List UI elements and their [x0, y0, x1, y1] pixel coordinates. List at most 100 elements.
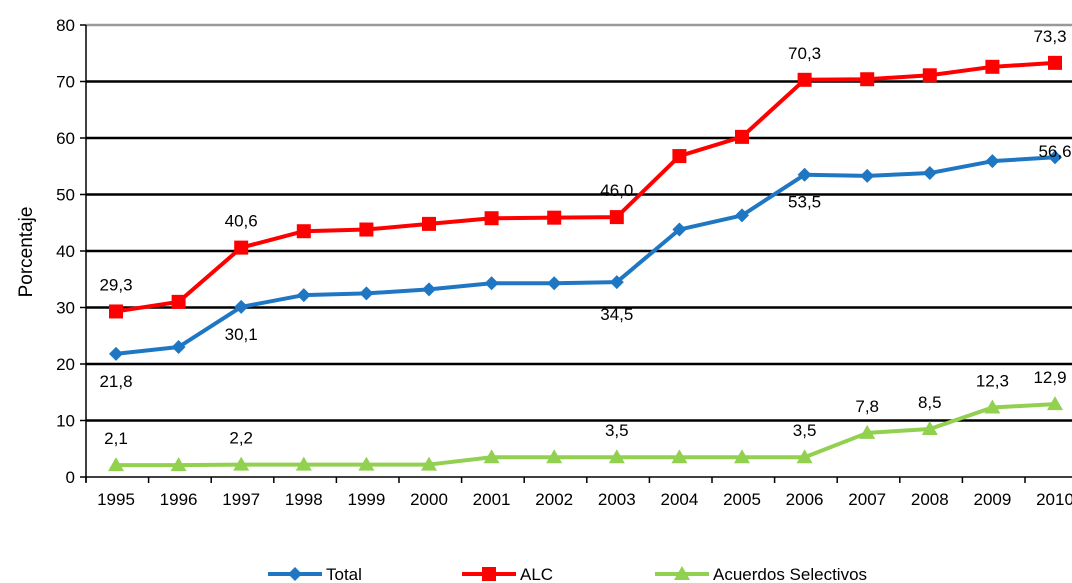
data-point-alc [1048, 55, 1062, 70]
data-point-total [547, 276, 562, 291]
x-tick-label: 2008 [911, 490, 949, 509]
x-tick-label: 2004 [660, 490, 698, 509]
x-tick-label: 2001 [473, 490, 511, 509]
data-label-layer: 21,8 30,1 34,5 53,5 56,6 29,3 40,6 46,0 70,3 73,3… [99, 27, 1071, 448]
data-point-total [797, 167, 812, 182]
y-tick-label: 40 [56, 242, 75, 261]
series-line-acuerdos-selectivos [116, 402, 1056, 468]
data-point-alc [860, 72, 875, 87]
data-label-acuerdos-selectivos: 12,9 [1033, 368, 1066, 387]
data-label-total: 53,5 [788, 193, 821, 212]
data-point-alc [484, 211, 499, 226]
data-point-alc [797, 72, 812, 87]
data-label-acuerdos-selectivos: 2,2 [229, 429, 253, 448]
data-point-alc [422, 216, 436, 231]
data-point-total [171, 340, 186, 355]
data-point-acuerdos-selectivos [108, 457, 124, 472]
data-point-acuerdos-selectivos [421, 456, 437, 471]
data-label-total: 34,5 [600, 305, 633, 324]
data-point-acuerdos-selectivos [921, 420, 938, 435]
data-point-acuerdos-selectivos [233, 456, 250, 471]
x-tick-label: 1995 [97, 490, 135, 509]
data-point-total [672, 222, 687, 237]
x-tick-label: 2006 [786, 490, 824, 509]
data-point-total [484, 276, 499, 291]
x-tick-label: 1998 [285, 490, 323, 509]
x-tick-label: 2000 [410, 490, 448, 509]
data-point-acuerdos-selectivos [170, 457, 187, 472]
data-label-acuerdos-selectivos: 12,3 [976, 372, 1009, 391]
data-point-alc [735, 129, 749, 144]
data-point-total [922, 166, 937, 181]
data-label-acuerdos-selectivos: 3,5 [605, 421, 629, 440]
x-tick-label: 1999 [347, 490, 385, 509]
data-label-total: 56,6 [1038, 142, 1071, 161]
data-label-alc: 29,3 [99, 275, 132, 294]
axis-layer: 0 10 20 30 40 50 60 70 80 1995 1996 1997 1998 1999 200… [56, 16, 1072, 509]
data-point-acuerdos-selectivos [295, 456, 312, 471]
data-point-acuerdos-selectivos [984, 399, 1001, 414]
x-tick-label: 2010 [1036, 490, 1072, 509]
data-point-total [985, 154, 1000, 169]
y-tick-label: 10 [56, 412, 75, 431]
data-point-total [1048, 150, 1062, 165]
data-label-total: 21,8 [99, 372, 132, 391]
y-axis-title: Porcentaje [16, 207, 37, 298]
x-tick-label: 2007 [848, 490, 886, 509]
legend: Total ALC Acuerdos Selectivos [268, 565, 867, 583]
data-point-total [609, 275, 624, 290]
data-point-alc [359, 222, 374, 237]
legend-marker-alc [482, 567, 496, 581]
x-tick-label: 1996 [160, 490, 198, 509]
y-tick-label: 50 [56, 186, 75, 205]
data-point-total [359, 286, 374, 301]
x-tick-label: 2002 [535, 490, 573, 509]
data-point-acuerdos-selectivos [546, 449, 563, 464]
data-point-total [234, 299, 249, 314]
series-layer [108, 55, 1063, 472]
data-point-alc [922, 68, 937, 83]
data-point-acuerdos-selectivos [796, 449, 813, 464]
y-tick-label: 20 [56, 355, 75, 374]
data-label-alc: 46,0 [600, 181, 633, 200]
legend-label-total: Total [326, 565, 362, 583]
data-point-total [109, 346, 123, 361]
x-tick-label: 2005 [723, 490, 761, 509]
y-tick-label: 0 [66, 468, 75, 487]
data-label-alc: 70,3 [788, 44, 821, 63]
data-point-total [860, 168, 875, 183]
grid-layer [86, 23, 1072, 422]
legend-label-alc: ALC [520, 565, 553, 583]
data-point-alc [609, 210, 624, 225]
y-tick-label: 30 [56, 299, 75, 318]
data-point-acuerdos-selectivos [483, 449, 500, 464]
data-point-total [735, 208, 749, 223]
data-point-alc [109, 304, 123, 319]
data-point-alc [672, 149, 687, 164]
series-line-alc [115, 60, 1056, 314]
data-point-alc [234, 240, 249, 255]
data-label-alc: 40,6 [225, 212, 258, 231]
x-tick-label: 2009 [973, 490, 1011, 509]
data-point-alc [985, 59, 1000, 74]
data-point-alc [547, 210, 562, 225]
legend-label-acuerdos-selectivos: Acuerdos Selectivos [713, 565, 867, 583]
legend-marker-acuerdos-selectivos [674, 566, 690, 580]
series-line-total [115, 155, 1056, 356]
data-point-acuerdos-selectivos [734, 449, 750, 464]
data-point-acuerdos-selectivos [859, 424, 876, 439]
data-point-alc [296, 224, 311, 239]
y-tick-label: 80 [56, 16, 75, 35]
data-point-acuerdos-selectivos [608, 449, 625, 464]
data-point-total [422, 282, 436, 297]
data-point-acuerdos-selectivos [671, 449, 688, 464]
data-label-total: 30,1 [225, 325, 258, 344]
data-label-acuerdos-selectivos: 7,8 [855, 397, 879, 416]
data-point-acuerdos-selectivos [1047, 396, 1063, 411]
data-label-acuerdos-selectivos: 2,1 [104, 429, 128, 448]
data-point-alc [171, 294, 186, 309]
legend-marker-total [288, 567, 302, 581]
data-label-acuerdos-selectivos: 8,5 [918, 393, 942, 412]
data-point-acuerdos-selectivos [358, 456, 375, 471]
